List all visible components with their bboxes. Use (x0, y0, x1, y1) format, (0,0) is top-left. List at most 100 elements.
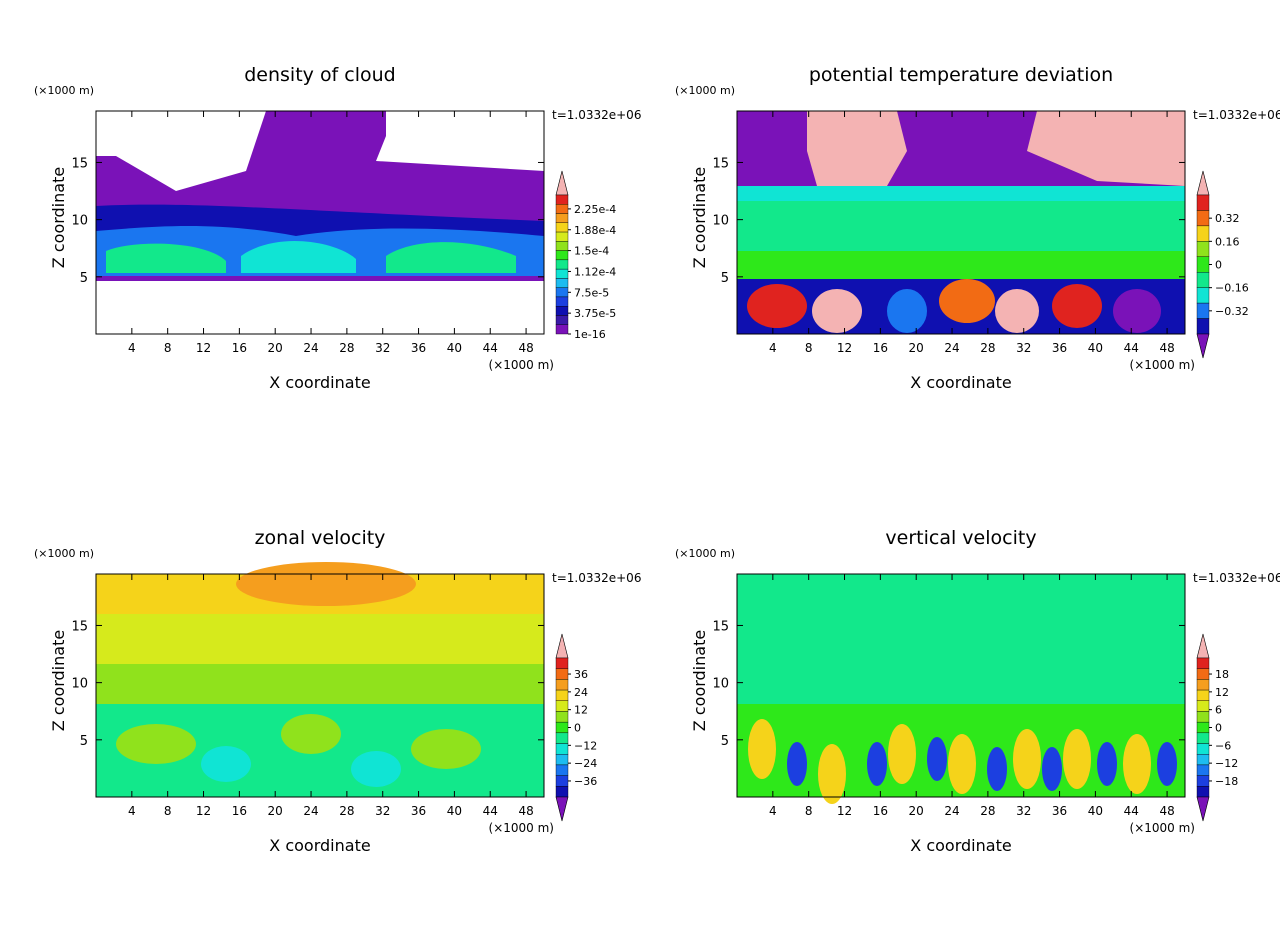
x-tick-label: 24 (303, 804, 318, 818)
x-tick-label: 20 (909, 804, 924, 818)
x-tick-label: 4 (769, 804, 777, 818)
x-tick-label: 8 (164, 341, 172, 355)
y-unit-label: (×1000 m) (34, 547, 94, 560)
x-tick-label: 4 (769, 341, 777, 355)
chart-title: density of cloud (244, 64, 396, 86)
colorbar-bottom-arrow (1196, 333, 1210, 359)
y-tick-label: 10 (71, 214, 88, 229)
y-axis-label: Z coordinate (690, 630, 709, 731)
colorbar-label: 36 (574, 668, 588, 681)
colorbar-label: −36 (574, 775, 597, 788)
colorbar-swatch (1196, 764, 1210, 776)
colorbar-swatch (555, 296, 569, 307)
updraft-3 (888, 724, 916, 784)
colorbar-swatch (555, 668, 569, 680)
colorbar-swatch (1196, 679, 1210, 691)
y-tick-label: 15 (712, 156, 729, 171)
x-tick-label: 24 (944, 341, 959, 355)
x-tick-label: 20 (909, 341, 924, 355)
eddy-3 (411, 729, 481, 769)
field-plot (96, 562, 544, 797)
plot-frame (736, 110, 1186, 335)
colorbar-label: 0.32 (1215, 212, 1240, 225)
mid-band (96, 614, 544, 664)
colorbar-swatch (555, 721, 569, 734)
colorbar-swatch (1196, 743, 1210, 755)
cloud-core-3 (386, 242, 516, 273)
colorbar-label: 12 (1215, 686, 1229, 699)
colorbar-swatch (1196, 732, 1210, 744)
x-tick-label: 4 (128, 341, 136, 355)
colorbar-label: −0.32 (1215, 305, 1249, 318)
downdraft-2 (867, 742, 887, 786)
y-tick-label: 15 (71, 619, 88, 634)
colorbar-label: 0.16 (1215, 235, 1240, 248)
y-axis-label: Z coordinate (49, 167, 68, 268)
x-tick-label: 12 (837, 341, 852, 355)
x-axis-label: X coordinate (910, 373, 1011, 392)
x-tick-label: 32 (1016, 341, 1031, 355)
x-tick-label: 12 (196, 804, 211, 818)
y-tick-label: 15 (712, 619, 729, 634)
colorbar-swatch (555, 657, 569, 669)
y-tick-label: 10 (71, 677, 88, 692)
cloud-base (96, 276, 544, 281)
x-unit-label: (×1000 m) (1130, 358, 1195, 372)
colorbar-label: 1e-16 (574, 328, 606, 341)
colorbar-label: −0.16 (1215, 282, 1249, 295)
x-tick-label: 44 (483, 341, 498, 355)
x-tick-label: 48 (518, 804, 533, 818)
x-tick-label: 40 (1088, 341, 1103, 355)
panel-zonal-velocity: zonal velocity(×1000 m)t=1.0332e+064 8 12 1… (34, 527, 641, 855)
downdraft-3 (927, 737, 947, 781)
eddy-1 (116, 724, 196, 764)
colorbar-swatch (1196, 225, 1210, 242)
colorbar-label: 18 (1215, 668, 1229, 681)
colorbar-swatch (555, 754, 569, 766)
x-tick-label: 36 (1052, 804, 1067, 818)
colorbar-label: 0 (1215, 722, 1222, 735)
jet-core (236, 562, 416, 606)
colorbar-swatch (1196, 775, 1210, 787)
y-tick-label: 10 (712, 214, 729, 229)
x-tick-label: 28 (339, 341, 354, 355)
x-axis-label: X coordinate (910, 836, 1011, 855)
chart-title: vertical velocity (885, 527, 1036, 549)
colorbar-top-arrow (555, 633, 569, 659)
colorbar-swatch (1196, 668, 1210, 680)
colorbar-swatch (555, 306, 569, 316)
x-tick-label: 12 (196, 341, 211, 355)
x-tick-label: 28 (980, 804, 995, 818)
x-tick-label: 40 (1088, 804, 1103, 818)
warm-anomaly-1 (807, 111, 907, 186)
colorbar-label: 2.25e-4 (574, 203, 616, 216)
eddy-6 (1052, 284, 1102, 328)
colorbar-swatch (555, 775, 569, 787)
colorbar-label: 1.88e-4 (574, 224, 616, 237)
colorbar-label: 24 (574, 686, 588, 699)
colorbar-swatch (1196, 210, 1210, 227)
x-tick-label: 44 (1124, 341, 1139, 355)
field-plot (737, 574, 1185, 804)
x-tick-label: 28 (980, 341, 995, 355)
colorbar-swatch (555, 764, 569, 776)
x-tick-label: 16 (232, 341, 247, 355)
panel-potential-temperature-deviation: potential temperature deviation (×1000 m)… (675, 64, 1280, 392)
updraft-2 (818, 744, 846, 804)
colorbar-swatch (1196, 786, 1210, 798)
x-tick-label: 8 (805, 341, 813, 355)
colorbar-swatch (555, 268, 569, 279)
colorbar-top-arrow (1196, 633, 1210, 659)
colorbar-swatch (1196, 287, 1210, 304)
x-unit-label: (×1000 m) (489, 821, 554, 835)
x-tick-label: 32 (375, 804, 390, 818)
colorbar-swatch (1196, 657, 1210, 669)
x-tick-label: 24 (303, 341, 318, 355)
updraft-4 (948, 734, 976, 794)
x-tick-label: 28 (339, 804, 354, 818)
eddy-4 (939, 279, 995, 323)
colorbar-label: 0 (574, 722, 581, 735)
x-tick-label: 32 (1016, 804, 1031, 818)
plot-frame (95, 573, 545, 798)
colorbar-bottom-arrow (555, 796, 569, 822)
